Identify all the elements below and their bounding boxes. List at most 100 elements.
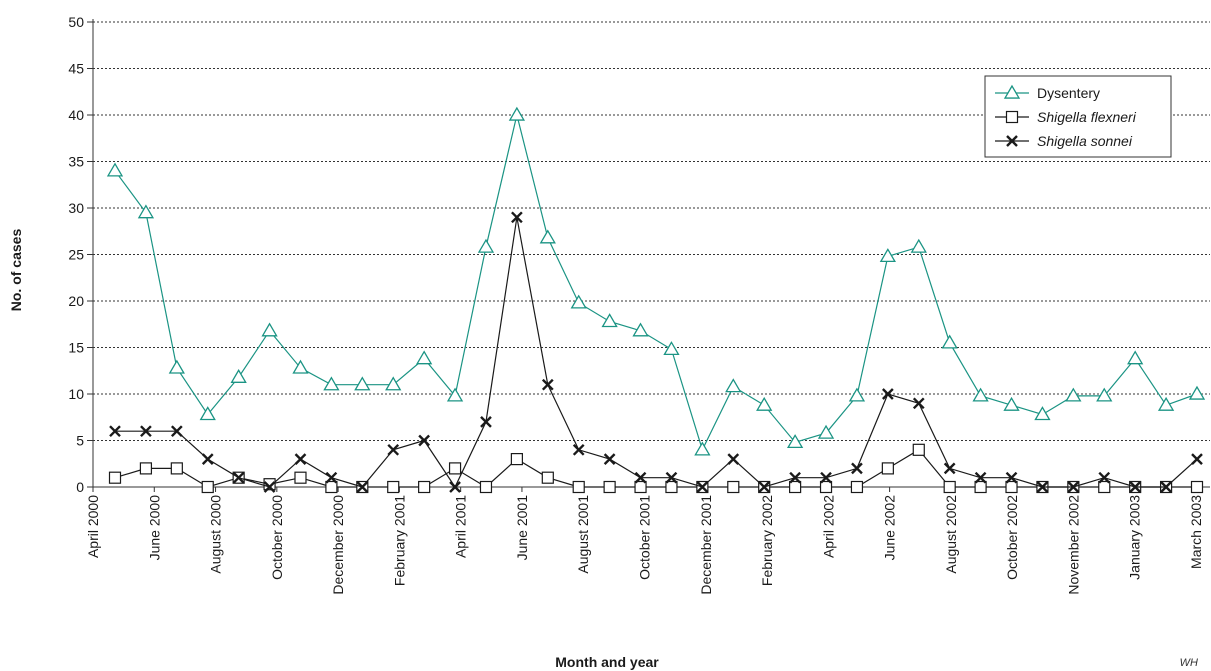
data-point (168, 359, 185, 374)
data-point (477, 238, 495, 253)
legend-label: Shigella sonnei (1037, 133, 1133, 149)
x-marker-stroke (418, 434, 430, 447)
series-lines (106, 106, 1206, 494)
data-point (1188, 385, 1206, 400)
x-marker-stroke (758, 481, 771, 493)
data-point (1098, 480, 1111, 494)
data-point (634, 480, 647, 494)
x-marker-stroke (943, 462, 956, 475)
data-point (232, 471, 245, 484)
legend-label: Shigella flexneri (1037, 109, 1137, 125)
data-point (292, 359, 309, 374)
x-tick-label: November 2002 (1065, 495, 1081, 595)
data-point (725, 378, 742, 393)
data-point (1005, 471, 1018, 484)
x-marker-stroke (634, 471, 647, 484)
data-point (294, 453, 307, 465)
x-marker-stroke (1098, 471, 1111, 484)
data-point (261, 322, 278, 337)
series-triangle (106, 106, 1206, 456)
data-point (879, 248, 896, 263)
data-point (820, 471, 832, 484)
x-marker-stroke (1160, 481, 1172, 493)
x-tick-label: January 2003 (1127, 495, 1143, 580)
x-marker-stroke (140, 425, 152, 438)
y-tick-label: 40 (68, 107, 84, 123)
data-point (972, 387, 989, 402)
y-axis-title: No. of cases (8, 229, 24, 312)
x-marker-stroke (325, 471, 338, 484)
data-point (756, 396, 773, 411)
data-point (570, 294, 587, 309)
x-marker-stroke (851, 462, 863, 475)
data-point (694, 441, 711, 456)
data-point (882, 388, 894, 400)
data-point (817, 424, 835, 439)
x-axis-title: Month and year (555, 654, 659, 670)
data-point (1127, 350, 1144, 365)
data-point (199, 406, 216, 421)
data-point (230, 368, 247, 383)
data-point (263, 481, 276, 493)
series-line (114, 449, 1197, 488)
x-marker-stroke (1006, 135, 1018, 147)
data-point (508, 106, 526, 121)
legend-label: Dysentery (1037, 85, 1100, 101)
series-x (109, 211, 1203, 493)
data-point (632, 322, 649, 337)
data-point (1129, 481, 1142, 493)
y-tick-label: 0 (76, 479, 84, 495)
x-tick-label: February 2001 (391, 495, 407, 586)
x-marker-stroke (974, 471, 987, 484)
data-point (448, 462, 462, 475)
data-point (1003, 396, 1020, 411)
data-point (881, 462, 894, 475)
x-tick-label: February 2002 (759, 495, 775, 586)
data-point (1190, 480, 1204, 494)
legend: Dysentery Shigella flexneri Shigella sonne… (984, 75, 1172, 158)
x-marker-stroke (511, 211, 523, 224)
data-point (851, 462, 863, 475)
data-point (912, 443, 925, 456)
axes: 0 5 10 15 20 25 30 35 40 45 50 April 2000 June 2000 A… (68, 14, 1210, 595)
data-point (1005, 480, 1018, 494)
data-point (572, 480, 585, 494)
data-point (1065, 387, 1082, 402)
data-point (201, 453, 214, 465)
x-marker-stroke (263, 481, 276, 493)
data-point (541, 471, 554, 484)
y-tick-label: 35 (68, 154, 84, 170)
data-point (1034, 406, 1051, 421)
x-marker-stroke (201, 453, 214, 465)
legend-marker (1006, 135, 1018, 147)
data-point (974, 471, 987, 484)
data-point (1157, 396, 1175, 411)
x-tick-label: December 2000 (330, 495, 346, 595)
data-point (1191, 453, 1203, 465)
data-point (696, 481, 709, 493)
data-point (1098, 471, 1111, 484)
x-marker-stroke (727, 453, 740, 465)
x-marker-stroke (109, 425, 121, 438)
x-tick-label: October 2001 (637, 495, 653, 580)
data-point (325, 471, 338, 484)
data-point (480, 416, 492, 428)
data-point (263, 478, 276, 491)
data-point (910, 238, 927, 253)
y-tick-label: 5 (76, 433, 84, 449)
y-tick-label: 15 (68, 340, 84, 356)
x-marker-stroke (820, 471, 832, 484)
x-marker-stroke (696, 481, 709, 493)
x-marker-stroke (1129, 481, 1142, 493)
x-marker-stroke (541, 378, 554, 391)
data-point (1036, 481, 1049, 493)
data-point (449, 481, 461, 493)
data-point (786, 434, 804, 449)
data-point (572, 443, 585, 456)
legend-marker (1003, 84, 1021, 99)
y-tick-label: 25 (68, 247, 84, 263)
data-point (603, 453, 616, 465)
data-point (479, 480, 493, 494)
data-point (819, 480, 833, 494)
